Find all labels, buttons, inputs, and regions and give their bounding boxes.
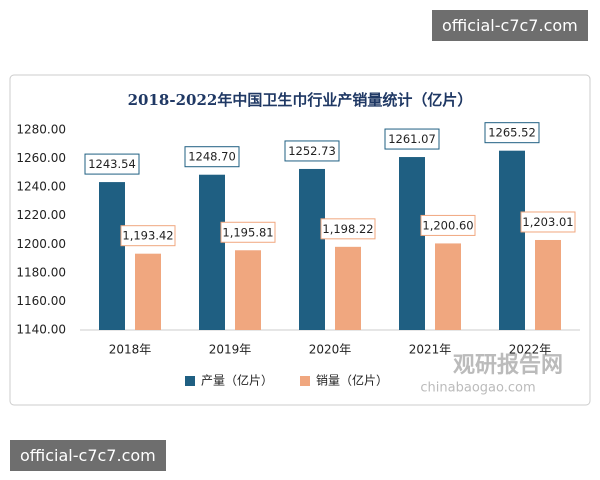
value-label-box: [84, 153, 140, 175]
logo-name: 观研报告网: [453, 353, 563, 378]
value-label-box: [484, 122, 540, 144]
value-label: 1,200.60: [422, 218, 473, 232]
value-label: 1265.52: [488, 126, 536, 140]
value-label-box: [320, 218, 376, 240]
bar: [535, 239, 561, 330]
logo-site: chinabaogao.com: [420, 381, 535, 396]
value-label: 1261.07: [388, 132, 436, 146]
bar: [299, 168, 325, 330]
value-label-box: [420, 214, 476, 236]
bar: [99, 182, 125, 330]
x-tick-label: 2019年: [209, 343, 252, 357]
watermark: official-c7c7.com: [10, 440, 166, 471]
value-label-box: [220, 221, 276, 243]
value-label: 1243.54: [88, 157, 136, 171]
value-label: 1252.73: [288, 144, 336, 158]
bar: [399, 157, 425, 330]
value-label-box: [384, 128, 440, 150]
x-tick-label: 2021年: [409, 343, 452, 357]
bar: [235, 250, 261, 330]
y-tick-label: 1280.00: [16, 123, 66, 137]
value-label-box: [184, 146, 240, 168]
bar: [135, 253, 161, 330]
value-label-box: [520, 211, 576, 233]
legend-label: 产量（亿片）: [201, 373, 273, 388]
value-label-box: [120, 225, 176, 247]
bar: [499, 150, 525, 330]
x-tick-label: 2022年: [509, 343, 552, 357]
x-tick-label: 2020年: [309, 343, 352, 357]
bar: [335, 246, 361, 330]
y-tick-label: 1200.00: [16, 237, 66, 251]
value-label: 1,198.22: [322, 222, 373, 236]
legend-swatch: [300, 376, 310, 386]
y-tick-label: 1260.00: [16, 151, 66, 165]
y-tick-label: 1240.00: [16, 180, 66, 194]
y-tick-label: 1220.00: [16, 208, 66, 222]
value-label: 1,193.42: [122, 229, 173, 243]
bar: [435, 243, 461, 330]
x-tick-label: 2018年: [109, 343, 152, 357]
y-tick-label: 1140.00: [16, 323, 66, 337]
y-tick-label: 1180.00: [16, 265, 66, 279]
watermark: official-c7c7.com: [432, 10, 588, 41]
bar: [199, 174, 225, 330]
value-label: 1,203.01: [522, 215, 573, 229]
value-label-box: [284, 140, 340, 162]
chart-title: 2018-2022年中国卫生巾行业产销量统计（亿片）: [128, 91, 473, 109]
value-label: 1248.70: [188, 150, 236, 164]
legend-swatch: [185, 376, 195, 386]
legend-label: 销量（亿片）: [316, 373, 388, 388]
value-label: 1,195.81: [222, 225, 273, 239]
y-tick-label: 1160.00: [16, 294, 66, 308]
